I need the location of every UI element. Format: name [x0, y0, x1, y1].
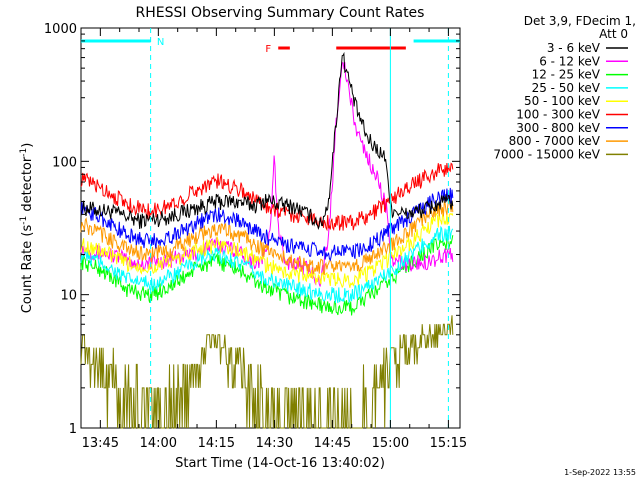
legend-header-line2: Att 0 — [599, 27, 628, 41]
legend-label: 3 - 6 keV — [547, 41, 601, 55]
x-tick-label: 15:15 — [430, 436, 467, 451]
y-axis-label-mid: detector — [20, 156, 35, 216]
legend-label: 12 - 25 keV — [532, 68, 601, 82]
x-tick-label: 14:45 — [314, 436, 351, 451]
marker-label-n: N — [157, 37, 164, 48]
legend-label: 7000 - 15000 keV — [493, 147, 600, 161]
y-axis: 1 10 100 1000 — [44, 22, 460, 437]
plot-area: NF — [80, 27, 461, 429]
legend-header-line1: Det 3,9, FDecim 1, — [524, 14, 636, 28]
y-tick-label: 1 — [69, 422, 77, 437]
x-axis-label: Start Time (14-Oct-16 13:40:02) — [175, 456, 385, 471]
legend-label: 50 - 100 keV — [524, 94, 601, 108]
x-tick-label: 14:30 — [256, 436, 293, 451]
y-axis-label: Count Rate (s-1 detector-1) — [19, 143, 35, 314]
y-axis-label-end: ) — [20, 143, 35, 148]
chart-title: RHESSI Observing Summary Count Rates — [136, 5, 425, 21]
x-tick-label: 14:00 — [140, 436, 177, 451]
y-tick-label: 10 — [60, 289, 77, 304]
y-tick-label: 1000 — [44, 22, 77, 37]
x-tick-label: 13:45 — [82, 436, 119, 451]
y-axis-label-main: Count Rate (s — [20, 225, 35, 314]
vline-layer — [150, 28, 449, 428]
legend-label: 300 - 800 keV — [516, 121, 600, 135]
x-tick-label: 15:00 — [372, 436, 409, 451]
legend-label: 100 - 300 keV — [516, 108, 600, 122]
marker-label-f: F — [265, 44, 271, 55]
x-tick-label: 14:15 — [198, 436, 235, 451]
legend-label: 25 - 50 keV — [532, 81, 601, 95]
y-axis-label-sup2: -1 — [19, 148, 29, 157]
legend-label: 800 - 7000 keV — [509, 134, 601, 148]
marker-layer: NF — [81, 37, 460, 55]
y-axis-label-sup1: -1 — [19, 216, 29, 225]
y-tick-label: 100 — [52, 155, 77, 170]
footer-timestamp: 1-Sep-2022 13:55 — [564, 468, 636, 477]
legend-label: 6 - 12 keV — [539, 54, 601, 68]
x-axis: 13:45 14:00 14:15 14:30 14:45 15:00 15:15 — [80, 28, 467, 451]
